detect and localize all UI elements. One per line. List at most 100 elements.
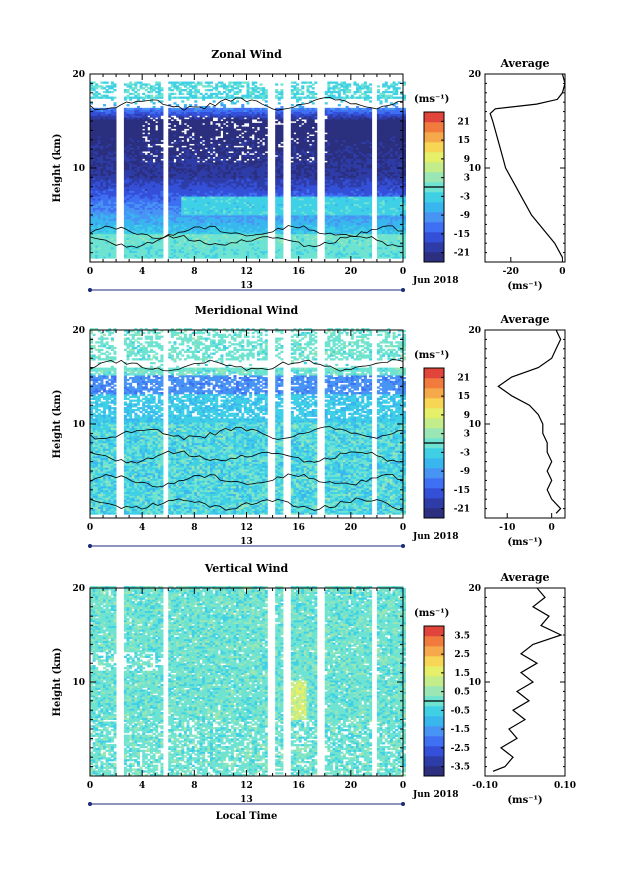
heatmap-cell — [181, 100, 184, 102]
heatmap-cell — [223, 83, 226, 85]
heatmap-cell — [134, 82, 137, 84]
heatmap-cell — [236, 82, 239, 84]
heatmap-cell — [205, 85, 208, 87]
heatmap-cell — [150, 85, 153, 87]
heatmap-cell — [207, 159, 210, 161]
heatmap-cell — [160, 153, 163, 155]
heatmap-cell — [168, 129, 171, 131]
heatmap-cell — [205, 117, 208, 119]
heatmap-cell — [207, 153, 210, 155]
heatmap-cell — [145, 108, 148, 110]
heatmap-cell — [142, 93, 145, 95]
heatmap-cell — [181, 138, 184, 140]
heatmap-cell — [147, 83, 150, 85]
heatmap-cell — [181, 93, 184, 95]
heatmap-cell — [150, 108, 153, 110]
heatmap-cell — [200, 138, 203, 140]
heatmap-cell — [184, 119, 187, 121]
heatmap-cell — [140, 82, 143, 84]
heatmap-cell — [173, 162, 176, 164]
heatmap-cell — [171, 117, 174, 119]
heatmap-cell — [226, 127, 229, 129]
heatmap-cell — [147, 91, 150, 93]
heatmap-cell — [257, 95, 260, 97]
heatmap-cell — [192, 151, 195, 153]
heatmap-cell — [231, 95, 234, 97]
heatmap-cell — [168, 108, 171, 110]
heatmap-cell — [194, 108, 197, 110]
heatmap-cell — [187, 97, 190, 99]
heatmap-cell — [244, 108, 247, 110]
heatmap-cell — [194, 83, 197, 85]
heatmap-cell — [147, 153, 150, 155]
heatmap-cell — [189, 149, 192, 151]
heatmap-cell — [147, 108, 150, 110]
heatmap-cell — [171, 93, 174, 95]
heatmap-cell — [106, 82, 109, 84]
heatmap-cell — [233, 147, 236, 149]
heatmap-cell — [145, 142, 148, 144]
heatmap-cell — [241, 82, 244, 84]
heatmap-cell — [257, 87, 260, 89]
heatmap-cell — [215, 125, 218, 127]
heatmap-cell — [192, 108, 195, 110]
heatmap-cell — [187, 142, 190, 144]
heatmap-cell — [254, 108, 257, 110]
heatmap-cell — [134, 95, 137, 97]
heatmap-cell — [140, 97, 143, 99]
heatmap-cell — [153, 85, 156, 87]
heatmap-cell — [213, 97, 216, 99]
heatmap-cell — [213, 93, 216, 95]
heatmap-cell — [205, 97, 208, 99]
heatmap-cell — [194, 104, 197, 106]
heatmap-cell — [150, 119, 153, 121]
heatmap-cell — [129, 93, 132, 95]
heatmap-cell — [132, 97, 135, 99]
heatmap-cell — [257, 159, 260, 161]
heatmap-cell — [194, 155, 197, 157]
heatmap-cell — [244, 142, 247, 144]
heatmap-cell — [220, 129, 223, 131]
heatmap-cell — [257, 119, 260, 121]
heatmap-cell — [173, 119, 176, 121]
heatmap-cell — [192, 145, 195, 147]
heatmap-cell — [220, 93, 223, 95]
heatmap-cell — [210, 108, 213, 110]
heatmap-cell — [187, 119, 190, 121]
heatmap-cell — [231, 153, 234, 155]
heatmap-cell — [244, 162, 247, 164]
heatmap-cell — [179, 87, 182, 89]
heatmap-cell — [239, 130, 242, 132]
heatmap-cell — [197, 159, 200, 161]
heatmap-cell — [189, 89, 192, 91]
heatmap-cell — [113, 83, 116, 85]
heatmap-cell — [210, 140, 213, 142]
heatmap-cell — [155, 123, 158, 125]
heatmap-cell — [236, 147, 239, 149]
heatmap-cell — [223, 104, 226, 106]
heatmap-cell — [127, 83, 130, 85]
heatmap-cell — [254, 85, 257, 87]
heatmap-cell — [236, 108, 239, 110]
heatmap-cell — [239, 147, 242, 149]
heatmap-cell — [145, 162, 148, 164]
heatmap-cell — [100, 95, 103, 97]
heatmap-cell — [215, 108, 218, 110]
heatmap-cell — [155, 87, 158, 89]
heatmap-cell — [142, 108, 145, 110]
heatmap-cell — [142, 83, 145, 85]
heatmap-cell — [197, 108, 200, 110]
heatmap-cell — [142, 127, 145, 129]
heatmap-cell — [257, 91, 260, 93]
heatmap-cell — [103, 82, 106, 84]
heatmap-cell — [103, 95, 106, 97]
heatmap-cell — [254, 82, 257, 84]
heatmap-cell — [207, 106, 210, 108]
heatmap-cell — [173, 108, 176, 110]
heatmap-cell — [241, 147, 244, 149]
heatmap-cell — [202, 95, 205, 97]
heatmap-cell — [257, 144, 260, 146]
heatmap-cell — [192, 91, 195, 93]
heatmap-cell — [241, 127, 244, 129]
heatmap-cell — [103, 87, 106, 89]
